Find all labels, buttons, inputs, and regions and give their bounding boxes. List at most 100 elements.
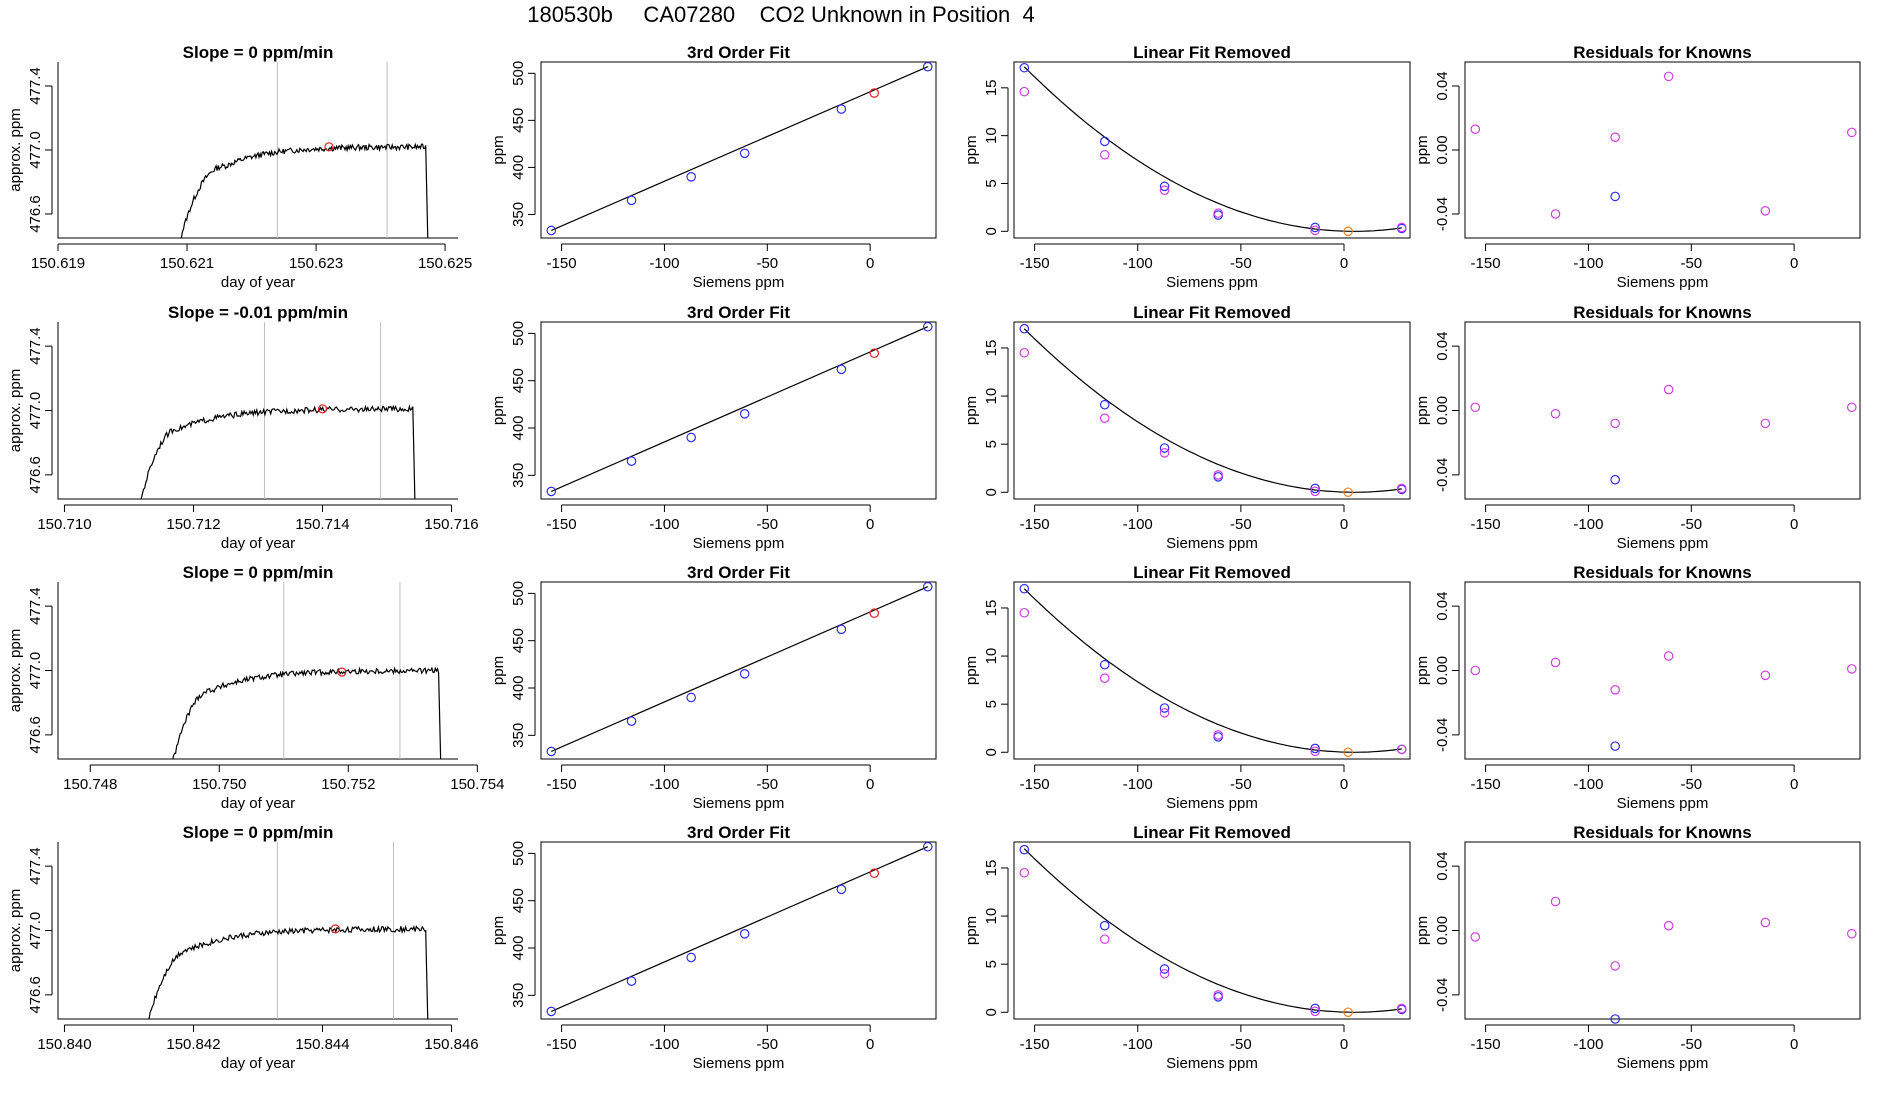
data-point-blue <box>739 669 750 679</box>
ppm-trace-line <box>148 924 429 1019</box>
data-point-magenta <box>1019 86 1030 97</box>
data-point-blue <box>546 486 557 497</box>
y-tick-label: -0.04 <box>1434 197 1451 231</box>
panel-title: Slope = -0.01 ppm/min <box>168 303 348 322</box>
data-point-magenta <box>1470 402 1481 413</box>
y-tick-label: -0.04 <box>1434 978 1451 1012</box>
y-tick-label: 0.04 <box>1434 852 1451 881</box>
y-tick-label: 5 <box>983 179 1000 187</box>
data-point-magenta <box>1310 225 1320 236</box>
data-point-blue <box>836 624 847 635</box>
y-tick-label: 477.4 <box>27 67 44 105</box>
quadratic-curve <box>1023 66 1402 232</box>
data-point-blue <box>1310 743 1320 754</box>
data-point-red <box>869 348 880 359</box>
x-tick-label: 150.750 <box>192 776 246 793</box>
plot-frame <box>540 841 937 1020</box>
x-tick-label: -150 <box>1020 776 1050 793</box>
data-point-magenta <box>1663 920 1674 931</box>
data-point-blue <box>1213 992 1223 1002</box>
y-tick-label: 15 <box>983 340 1000 357</box>
x-tick-label: 150.710 <box>37 516 91 533</box>
data-point-magenta <box>1760 917 1771 928</box>
data-point-blue <box>1099 399 1110 410</box>
y-tick-label: 10 <box>983 388 1000 405</box>
data-point-orange <box>1343 226 1353 237</box>
data-point-blue <box>546 225 557 236</box>
x-tick-label: 150.625 <box>418 255 472 272</box>
y-tick-label: 476.6 <box>27 976 44 1014</box>
plot-frame <box>540 61 937 239</box>
axis-frame <box>57 62 458 239</box>
y-tick-label: 0.00 <box>1434 916 1451 945</box>
data-point-blue <box>1099 920 1110 931</box>
x-tick-label: 150.840 <box>37 1036 91 1053</box>
x-tick-label: -150 <box>1471 516 1501 533</box>
mean-point <box>330 924 341 934</box>
data-point-magenta <box>1159 708 1170 718</box>
y-tick-label: 0 <box>983 748 1000 756</box>
y-tick-label: 0 <box>983 227 1000 235</box>
data-point-blue <box>1019 583 1030 594</box>
x-tick-label: -150 <box>1471 1036 1501 1053</box>
y-tick-label: 0.04 <box>1434 332 1451 361</box>
data-point-blue <box>686 692 696 703</box>
x-tick-label: -150 <box>1471 776 1501 793</box>
y-tick-label: 10 <box>983 908 1000 925</box>
x-axis-label: Siemens ppm <box>1166 1055 1258 1072</box>
plot-frame <box>1464 321 1861 500</box>
x-tick-label: 0 <box>1340 255 1348 272</box>
x-tick-label: 0 <box>1340 1036 1348 1053</box>
plot-frame <box>540 321 937 500</box>
x-axis-label: Siemens ppm <box>1617 795 1709 812</box>
data-point-magenta <box>1099 673 1110 683</box>
panel-title: 3rd Order Fit <box>687 43 790 62</box>
panel-residuals-row-1: -150 -100 -50 0 Siemens ppm -0.04 0.00 0.04 ppm R… <box>1414 43 1861 291</box>
data-point-blue <box>1099 659 1110 670</box>
y-tick-label: 476.6 <box>27 716 44 754</box>
x-tick-label: 0 <box>866 776 874 793</box>
y-axis-label: ppm <box>963 396 980 425</box>
data-point-magenta <box>1550 408 1561 419</box>
x-tick-label: 0 <box>866 255 874 272</box>
x-axis-label: day of year <box>221 1055 295 1072</box>
y-tick-label: 450 <box>510 888 527 913</box>
y-tick-label: 350 <box>510 463 527 488</box>
data-point-blue <box>1610 1014 1620 1024</box>
data-point-blue <box>626 716 637 726</box>
plot-area <box>551 66 929 232</box>
y-tick-label: 477.0 <box>27 392 44 430</box>
y-tick-label: 350 <box>510 202 527 227</box>
y-tick-label: 477.4 <box>27 587 44 625</box>
mean-point <box>324 142 334 152</box>
y-tick-label: 0.00 <box>1434 656 1451 685</box>
data-point-magenta <box>1396 483 1407 494</box>
x-axis-label: Siemens ppm <box>1617 535 1709 552</box>
y-tick-label: 15 <box>983 600 1000 617</box>
y-tick-label: 476.6 <box>27 456 44 494</box>
data-point-blue <box>686 172 696 182</box>
x-axis-label: Siemens ppm <box>1617 274 1709 291</box>
data-point-blue <box>1159 443 1170 453</box>
x-tick-label: -50 <box>756 255 778 272</box>
y-tick-label: 15 <box>983 79 1000 96</box>
x-axis-label: Siemens ppm <box>693 535 785 552</box>
y-tick-label: 0.00 <box>1434 396 1451 425</box>
x-tick-label: -150 <box>1020 1036 1050 1053</box>
data-point-magenta <box>1213 990 1223 1000</box>
data-point-magenta <box>1213 208 1223 218</box>
data-point-magenta <box>1663 71 1674 82</box>
data-point-blue <box>922 61 933 72</box>
data-point-magenta <box>1846 664 1857 674</box>
y-tick-label: 400 <box>510 675 527 700</box>
x-tick-label: -100 <box>649 776 679 793</box>
x-tick-label: -50 <box>1230 1036 1252 1053</box>
x-tick-label: -150 <box>547 516 577 533</box>
plot-area <box>551 846 929 1012</box>
data-point-magenta <box>1099 149 1110 160</box>
y-axis-label: ppm <box>1414 656 1431 685</box>
data-point-magenta <box>1019 867 1030 878</box>
data-point-blue <box>1159 703 1170 713</box>
x-tick-label: -100 <box>649 255 679 272</box>
